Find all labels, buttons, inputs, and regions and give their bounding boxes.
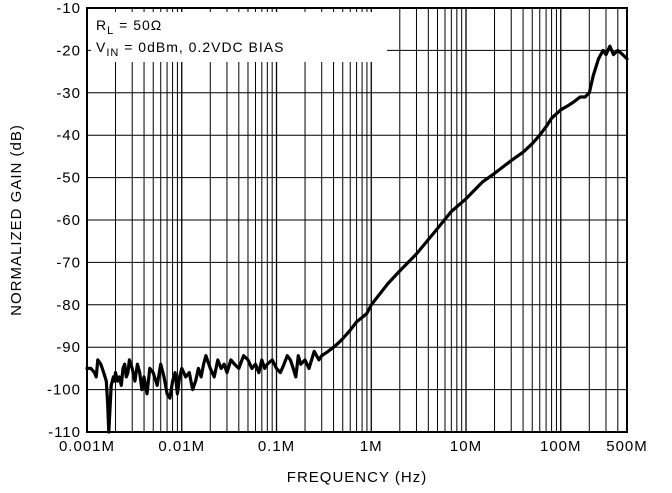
x-tick-label: 0.001M (59, 438, 115, 455)
annotation-input-condition: VIN = 0dBm, 0.2VDC BIAS (96, 39, 284, 59)
x-axis-title: FREQUENCY (Hz) (287, 469, 427, 486)
grid (86, 7, 628, 433)
series-layer (85, 44, 629, 434)
x-tick-label: 1M (360, 438, 383, 455)
y-tick-label: -50 (56, 170, 81, 187)
y-tick-label: -100 (47, 382, 81, 399)
annotation-background (91, 12, 387, 62)
annotation-v-value: = 0dBm, 0.2VDC BIAS (119, 39, 284, 55)
y-tick-label: -80 (56, 297, 81, 314)
y-tick-label: -110 (48, 424, 81, 441)
annotation-load-resistance: RL = 50Ω (96, 17, 162, 37)
annotation-r: R (96, 17, 107, 33)
y-tick-label: -40 (56, 127, 81, 144)
x-tick-label: 0.1M (258, 438, 295, 455)
conditions-annotation: RL = 50Ω VIN = 0dBm, 0.2VDC BIAS (91, 12, 387, 62)
y-axis-title: NORMALIZED GAIN (dB) (8, 124, 25, 316)
x-tick-label: 10M (450, 438, 482, 455)
annotation-r-subscript: L (107, 25, 114, 37)
x-tick-labels: 0.001M 0.01M 0.1M 1M 10M 100M 500M (59, 438, 648, 455)
annotation-v-subscript: IN (106, 47, 119, 59)
y-tick-label: -60 (56, 212, 81, 229)
y-tick-labels: -10 -20 -30 -40 -50 -60 -70 -80 -90 -100 -110 (47, 0, 81, 441)
annotation-v: V (96, 39, 106, 55)
annotation-r-value: = 50Ω (114, 17, 162, 33)
x-tick-label: 0.01M (158, 438, 205, 455)
y-tick-label: -70 (56, 254, 81, 271)
y-tick-label: -10 (56, 0, 81, 17)
y-tick-label: -90 (56, 339, 81, 356)
plot-frame (86, 7, 628, 433)
y-tick-label: -30 (56, 85, 81, 102)
series-line-0 (85, 44, 629, 434)
y-tick-label: -20 (56, 42, 81, 59)
x-tick-label: 500M (606, 438, 648, 455)
x-tick-label: 100M (540, 438, 582, 455)
